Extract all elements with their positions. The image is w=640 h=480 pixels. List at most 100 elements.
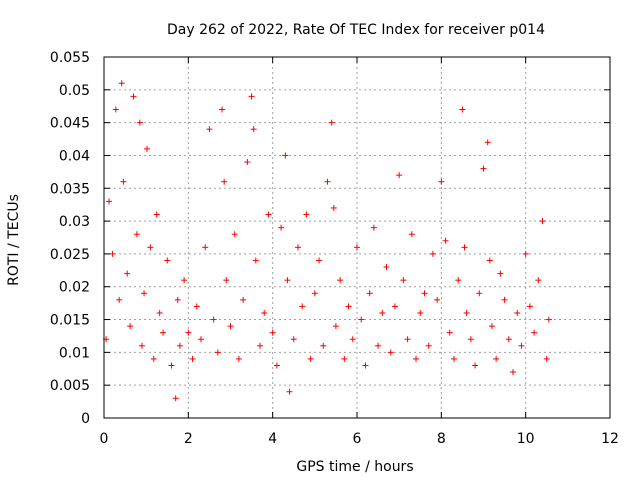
data-point	[455, 277, 462, 284]
data-point	[497, 270, 504, 277]
data-point	[176, 342, 183, 349]
data-point	[120, 178, 127, 185]
data-point	[522, 250, 529, 257]
data-point	[324, 178, 331, 185]
data-point	[337, 277, 344, 284]
data-point	[252, 257, 259, 264]
data-point	[408, 231, 415, 238]
data-point	[240, 296, 247, 303]
data-point	[387, 349, 394, 356]
data-point	[153, 211, 160, 218]
data-point	[231, 231, 238, 238]
data-point	[210, 316, 217, 323]
data-point	[124, 270, 131, 277]
data-point	[112, 106, 119, 113]
data-point	[488, 323, 495, 330]
data-point	[463, 309, 470, 316]
data-point	[438, 178, 445, 185]
data-point	[144, 145, 151, 152]
data-point	[284, 277, 291, 284]
data-point	[362, 362, 369, 369]
data-point	[269, 329, 276, 336]
x-tick-label: 6	[353, 431, 362, 447]
data-point	[370, 224, 377, 231]
data-point	[106, 198, 113, 205]
data-point	[219, 106, 226, 113]
data-point	[330, 204, 337, 211]
data-point	[480, 165, 487, 172]
data-point	[127, 323, 134, 330]
data-point	[307, 355, 314, 362]
data-point	[531, 329, 538, 336]
data-point	[265, 211, 272, 218]
data-point	[332, 323, 339, 330]
data-point	[299, 303, 306, 310]
axis-ticks: 0 0.005 0.01 0.015 0.02 0.025 0.03 0.035 0.04 0.0…	[50, 50, 619, 447]
data-point	[202, 244, 209, 251]
data-point	[535, 277, 542, 284]
y-tick-label: 0	[81, 411, 90, 427]
data-point	[514, 309, 521, 316]
data-point	[429, 250, 436, 257]
data-point	[197, 336, 204, 343]
data-point	[505, 336, 512, 343]
data-point	[150, 355, 157, 362]
y-tick-label: 0.015	[50, 313, 90, 329]
data-point	[316, 257, 323, 264]
data-point	[181, 277, 188, 284]
data-point	[349, 336, 356, 343]
data-point	[273, 362, 280, 369]
data-point	[189, 355, 196, 362]
data-point	[391, 303, 398, 310]
data-point	[486, 257, 493, 264]
data-point	[526, 303, 533, 310]
y-axis-label: ROTI / TECUs	[6, 194, 22, 286]
data-point	[164, 257, 171, 264]
data-point	[493, 355, 500, 362]
data-point	[248, 93, 255, 100]
data-point	[375, 342, 382, 349]
y-tick-label: 0.02	[59, 280, 90, 296]
data-point	[543, 355, 550, 362]
data-point	[545, 316, 552, 323]
data-point	[227, 323, 234, 330]
grid-lines	[104, 57, 610, 418]
data-point	[156, 309, 163, 316]
data-point	[328, 119, 335, 126]
data-point	[244, 159, 251, 166]
data-point	[383, 264, 390, 271]
data-point	[484, 139, 491, 146]
y-tick-label: 0.03	[59, 214, 90, 230]
data-point	[472, 362, 479, 369]
data-point	[417, 309, 424, 316]
data-point	[257, 342, 264, 349]
data-point	[354, 244, 360, 251]
data-point	[459, 106, 466, 113]
y-tick-label: 0.04	[59, 148, 90, 164]
data-point	[311, 290, 318, 297]
data-point	[404, 336, 411, 343]
data-point	[221, 178, 228, 185]
data-point	[136, 119, 143, 126]
data-point	[539, 218, 546, 225]
x-tick-label: 4	[268, 431, 277, 447]
data-point	[461, 244, 468, 251]
data-point	[138, 342, 145, 349]
data-point	[286, 388, 293, 395]
data-point	[345, 303, 352, 310]
data-point	[193, 303, 200, 310]
data-point	[366, 290, 373, 297]
data-point	[358, 316, 365, 323]
y-tick-label: 0.01	[59, 345, 90, 361]
data-point	[109, 250, 116, 257]
data-point	[116, 296, 123, 303]
data-point	[450, 355, 457, 362]
data-point	[160, 329, 167, 336]
data-point	[118, 80, 125, 87]
data-point	[421, 290, 428, 297]
chart-title: Day 262 of 2022, Rate Of TEC Index for r…	[167, 22, 545, 38]
data-points	[103, 80, 552, 402]
data-point	[250, 126, 257, 133]
y-tick-label: 0.045	[50, 116, 90, 132]
